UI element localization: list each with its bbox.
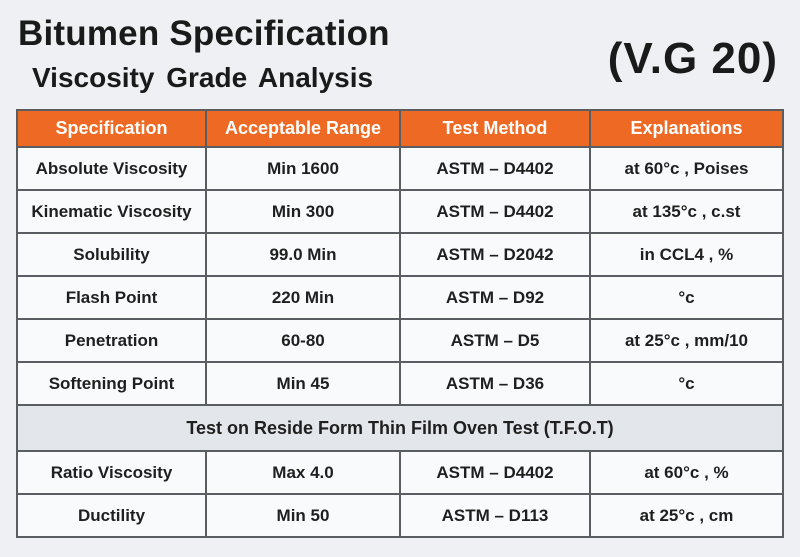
cell-acceptable-range: 220 Min (205, 275, 401, 320)
cell-test-method: ASTM – D36 (399, 361, 591, 406)
cell-specification: Ratio Viscosity (16, 450, 207, 495)
cell-acceptable-range: Min 300 (205, 189, 401, 234)
cell-test-method: ASTM – D4402 (399, 450, 591, 495)
cell-explanation: °c (589, 275, 784, 320)
cell-acceptable-range: 99.0 Min (205, 232, 401, 277)
column-header-specification: Specification (16, 109, 207, 148)
column-header-acceptable-range: Acceptable Range (205, 109, 401, 148)
cell-acceptable-range: 60-80 (205, 318, 401, 363)
cell-test-method: ASTM – D2042 (399, 232, 591, 277)
cell-specification: Flash Point (16, 275, 207, 320)
table-row: Flash Point 220 Min ASTM – D92 °c (16, 275, 784, 320)
cell-acceptable-range: Max 4.0 (205, 450, 401, 495)
cell-test-method: ASTM – D5 (399, 318, 591, 363)
cell-explanation: at 60°c , Poises (589, 146, 784, 191)
cell-specification: Kinematic Viscosity (16, 189, 207, 234)
table-row: Softening Point Min 45 ASTM – D36 °c (16, 361, 784, 406)
table-row: Ductility Min 50 ASTM – D113 at 25°c , c… (16, 493, 784, 538)
column-header-explanations: Explanations (589, 109, 784, 148)
cell-test-method: ASTM – D4402 (399, 189, 591, 234)
specification-table: Specification Acceptable Range Test Meth… (16, 109, 784, 538)
cell-acceptable-range: Min 1600 (205, 146, 401, 191)
cell-explanation: at 25°c , mm/10 (589, 318, 784, 363)
page-title: Bitumen Specification (18, 14, 390, 53)
cell-explanation: °c (589, 361, 784, 406)
cell-explanation: at 25°c , cm (589, 493, 784, 538)
cell-specification: Penetration (16, 318, 207, 363)
cell-specification: Ductility (16, 493, 207, 538)
table-row: Kinematic Viscosity Min 300 ASTM – D4402… (16, 189, 784, 234)
cell-specification: Softening Point (16, 361, 207, 406)
cell-test-method: ASTM – D92 (399, 275, 591, 320)
grade-label: (V.G 20) (607, 34, 778, 83)
column-header-test-method: Test Method (399, 109, 591, 148)
table-row: Penetration 60-80 ASTM – D5 at 25°c , mm… (16, 318, 784, 363)
table-header-row: Specification Acceptable Range Test Meth… (16, 109, 784, 148)
table-row: Ratio Viscosity Max 4.0 ASTM – D4402 at … (16, 450, 784, 495)
cell-acceptable-range: Min 50 (205, 493, 401, 538)
section-title-tfot: Test on Reside Form Thin Film Oven Test … (16, 404, 784, 452)
table-row: Solubility 99.0 Min ASTM – D2042 in CCL4… (16, 232, 784, 277)
cell-test-method: ASTM – D113 (399, 493, 591, 538)
cell-acceptable-range: Min 45 (205, 361, 401, 406)
cell-explanation: at 60°c , % (589, 450, 784, 495)
cell-explanation: in CCL4 , % (589, 232, 784, 277)
cell-specification: Absolute Viscosity (16, 146, 207, 191)
section-header-row: Test on Reside Form Thin Film Oven Test … (16, 404, 784, 452)
cell-explanation: at 135°c , c.st (589, 189, 784, 234)
cell-specification: Solubility (16, 232, 207, 277)
page-subtitle: Viscosity Grade Analysis (32, 62, 374, 93)
cell-test-method: ASTM – D4402 (399, 146, 591, 191)
table-row: Absolute Viscosity Min 1600 ASTM – D4402… (16, 146, 784, 191)
